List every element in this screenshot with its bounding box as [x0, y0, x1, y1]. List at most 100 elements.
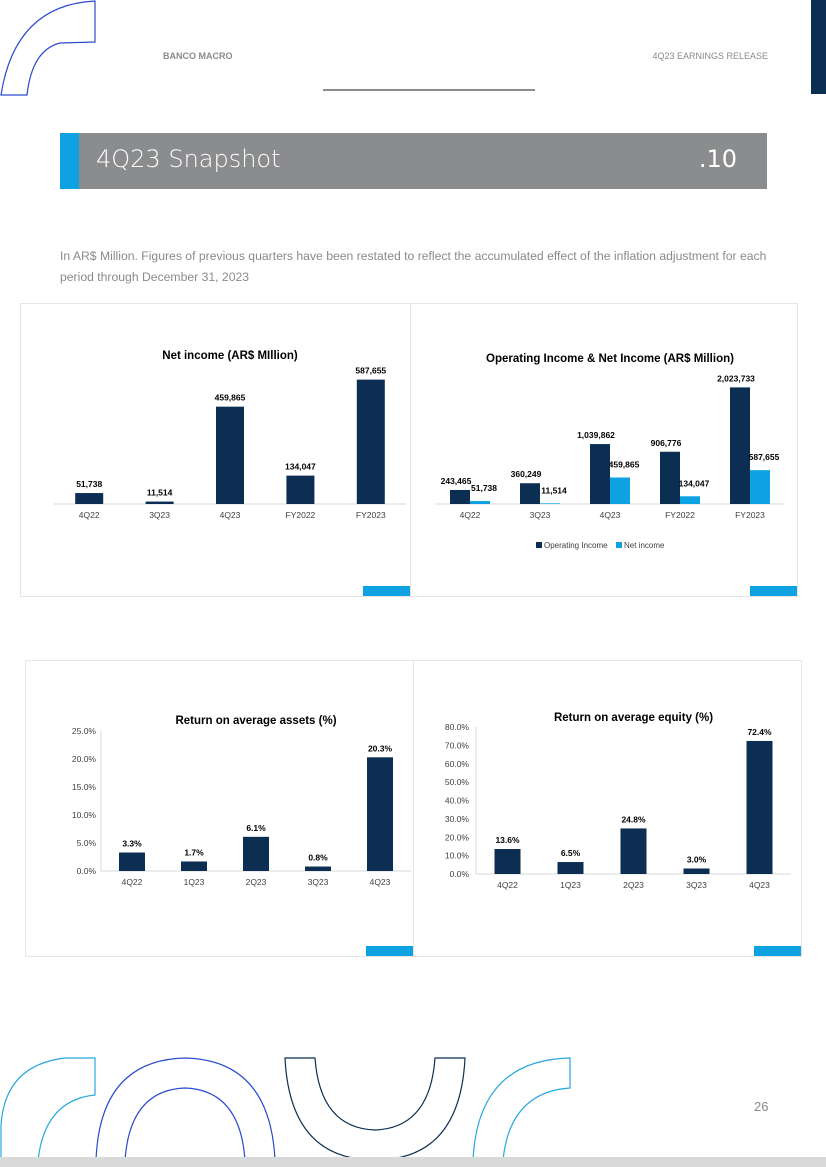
- bar-operating-income: [450, 489, 470, 504]
- x-tick-label: 1Q23: [184, 877, 205, 887]
- page-number: 26: [754, 1099, 769, 1114]
- data-label: 51,738: [76, 479, 102, 489]
- header-arc-shape: [0, 0, 96, 96]
- data-label: 51,738: [471, 483, 497, 493]
- data-label: 3.0%: [687, 854, 707, 864]
- intro-text: In AR$ Million. Figures of previous quar…: [60, 249, 767, 284]
- y-tick-label: 30.0%: [445, 814, 470, 824]
- bar-net-income: [356, 379, 385, 504]
- panel-tab: [754, 946, 801, 956]
- bar-roae: [683, 868, 710, 874]
- banner-accent: [60, 133, 79, 189]
- data-label: 1.7%: [184, 847, 204, 857]
- bar-operating-income: [520, 483, 540, 504]
- x-tick-label: 4Q23: [749, 880, 770, 890]
- bar-net-income: [145, 501, 174, 504]
- y-tick-label: 10.0%: [445, 851, 470, 861]
- net-income-chart: Net income (AR$ MIllion) 4Q22 51,738 3Q23 11…: [20, 303, 411, 597]
- footer-arc-shape-4: [472, 1057, 571, 1161]
- x-tick-label: 4Q22: [122, 877, 143, 887]
- y-tick-label: 40.0%: [445, 796, 470, 806]
- data-label: 0.8%: [308, 853, 328, 863]
- sidebar-accent: [811, 0, 826, 94]
- y-tick-label: 0.0%: [77, 866, 97, 876]
- panel-tab: [366, 946, 413, 956]
- x-tick-label: 3Q23: [686, 880, 707, 890]
- bar-operating-income: [590, 444, 610, 504]
- data-label: 11,514: [541, 485, 567, 495]
- section-number: .10: [698, 145, 737, 173]
- data-label: 134,047: [285, 462, 316, 472]
- bar-roae: [620, 828, 647, 874]
- y-tick-label: 0.0%: [450, 869, 470, 879]
- x-tick-label: 1Q23: [560, 880, 581, 890]
- y-tick-label: 80.0%: [445, 722, 470, 732]
- bar-roaa: [243, 836, 269, 871]
- y-tick-label: 20.0%: [72, 754, 97, 764]
- data-label: 587,655: [749, 452, 780, 462]
- y-tick-label: 50.0%: [445, 777, 470, 787]
- data-label: 6.5%: [561, 848, 581, 858]
- data-label: 6.1%: [246, 823, 266, 833]
- bar-operating-income: [660, 451, 680, 504]
- y-tick-label: 25.0%: [72, 726, 97, 736]
- data-label: 906,776: [651, 438, 682, 448]
- bar-roaa: [305, 866, 331, 871]
- bar-net-income: [540, 503, 560, 504]
- section-banner: 4Q23 Snapshot .10: [60, 133, 767, 189]
- legend-label: Net income: [624, 541, 665, 550]
- chart-title: Net income (AR$ MIllion): [162, 350, 298, 362]
- data-label: 459,865: [609, 460, 640, 470]
- data-label: 20.3%: [368, 743, 393, 753]
- bar-operating-income: [730, 387, 750, 504]
- company-name: BANCO MACRO: [163, 51, 233, 61]
- x-tick-label: 3Q23: [308, 877, 329, 887]
- x-tick-label: 4Q23: [220, 510, 241, 520]
- x-tick-label: FY2023: [356, 510, 386, 520]
- footer-arc-shape-1: [0, 1057, 96, 1161]
- data-label: 2,023,733: [717, 373, 755, 383]
- bar-net-income: [75, 493, 104, 504]
- report-name: 4Q23 EARNINGS RELEASE: [652, 51, 768, 61]
- x-tick-label: 3Q23: [149, 510, 170, 520]
- bar-roaa: [367, 757, 393, 871]
- operating-income-chart: Operating Income & Net Income (AR$ Milli…: [410, 303, 798, 597]
- x-tick-label: 4Q23: [370, 877, 391, 887]
- legend-label: Operating Income: [544, 541, 608, 550]
- data-label: 1,039,862: [577, 430, 615, 440]
- footer-bar: [0, 1157, 826, 1167]
- footer-arc-shape-3: [284, 1057, 466, 1161]
- panel-tab: [750, 586, 797, 596]
- bar-roae: [494, 849, 521, 874]
- legend-swatch: [616, 542, 622, 548]
- y-tick-label: 10.0%: [72, 810, 97, 820]
- bar-net-income: [610, 477, 630, 504]
- bar-net-income: [216, 406, 244, 504]
- footer-arc-shape-2: [95, 1057, 276, 1161]
- x-tick-label: FY2022: [665, 510, 695, 520]
- chart-title: Operating Income & Net Income (AR$ Milli…: [486, 353, 734, 365]
- data-label: 3.3%: [122, 839, 142, 849]
- bar-roaa: [181, 861, 207, 871]
- x-tick-label: 4Q22: [460, 510, 481, 520]
- chart-title: Return on average equity (%): [554, 712, 713, 724]
- x-tick-label: 3Q23: [530, 510, 551, 520]
- data-label: 459,865: [215, 393, 246, 403]
- roaa-chart: Return on average assets (%) 0.0% 5.0% 10.0…: [25, 660, 414, 957]
- x-tick-label: 2Q23: [246, 877, 267, 887]
- y-tick-label: 20.0%: [445, 832, 470, 842]
- data-label: 243,465: [441, 476, 472, 486]
- x-tick-label: 4Q23: [600, 510, 621, 520]
- section-title: 4Q23 Snapshot: [96, 145, 281, 173]
- x-tick-label: 4Q22: [79, 510, 100, 520]
- y-tick-label: 70.0%: [445, 740, 470, 750]
- panel-tab: [363, 586, 410, 596]
- bar-net-income: [470, 501, 490, 504]
- data-label: 72.4%: [747, 727, 772, 737]
- bar-roae: [746, 740, 773, 874]
- roae-chart: Return on average equity (%) 0.0% 10.0% 20.…: [413, 660, 802, 957]
- x-tick-label: 4Q22: [497, 880, 518, 890]
- y-tick-label: 15.0%: [72, 782, 97, 792]
- x-tick-label: FY2022: [286, 510, 316, 520]
